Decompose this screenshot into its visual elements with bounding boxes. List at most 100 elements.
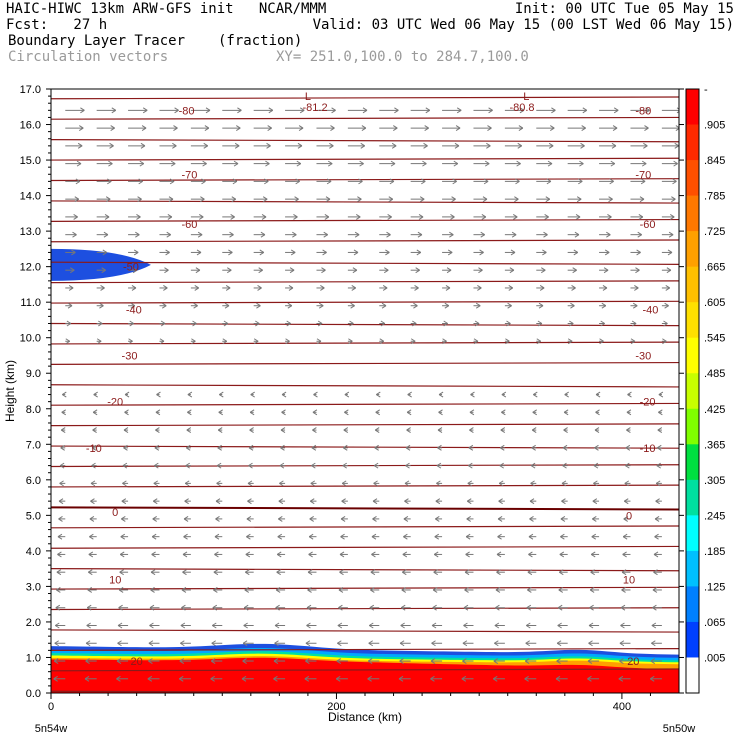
vector-head: [398, 675, 404, 682]
vector-head: [277, 533, 283, 540]
vector-head: [495, 604, 500, 611]
vector-head: [643, 142, 648, 149]
vector-head: [567, 338, 573, 345]
vector-head: [404, 498, 409, 505]
vector-head: [379, 338, 385, 345]
vector-head: [435, 498, 441, 505]
vector-head: [148, 640, 154, 647]
vector-head: [481, 213, 487, 220]
vector-head: [589, 587, 595, 593]
vector-head: [317, 320, 323, 327]
colorbar-swatch: [686, 160, 699, 197]
vector-head: [641, 160, 647, 167]
vector-head: [557, 604, 563, 611]
vector-head: [100, 285, 105, 291]
vector-head: [121, 515, 126, 522]
vector-head: [253, 338, 259, 345]
y-tick-label: 10.0: [20, 333, 41, 345]
vector-head: [463, 604, 469, 611]
vector-head: [546, 178, 552, 185]
vector-head: [622, 533, 628, 540]
vector-head: [455, 125, 461, 132]
vector-head: [667, 249, 673, 256]
contour-line: [51, 200, 679, 204]
vector-head: [123, 427, 129, 434]
vector-head: [658, 409, 663, 416]
vector-head: [473, 338, 479, 345]
vector-head: [308, 533, 314, 540]
colorbar-swatch: [686, 444, 699, 481]
vector-head: [434, 533, 440, 540]
colorbar-label: .305: [704, 475, 725, 487]
y-tick-label: 9.0: [26, 368, 41, 380]
vector-head: [287, 302, 293, 309]
vector-head: [179, 658, 185, 664]
vector-head: [551, 107, 556, 114]
vector-head: [262, 196, 268, 203]
y-tick-label: 2.0: [26, 617, 41, 629]
vector-head: [288, 285, 294, 291]
contour-line: [51, 341, 679, 345]
vector-head: [248, 462, 253, 469]
vector-head: [514, 196, 519, 203]
vector-head: [574, 231, 580, 238]
vector-head: [463, 622, 468, 629]
vector-head: [58, 498, 64, 505]
vector-head: [53, 658, 59, 664]
x-axis-title: Distance (km): [328, 710, 402, 724]
vector-head: [462, 658, 467, 664]
vector-head: [451, 196, 456, 203]
colorbar-label: .065: [704, 617, 725, 629]
vector-head: [437, 444, 442, 451]
vector-head: [117, 640, 122, 647]
vector-head: [181, 587, 187, 593]
vector-head: [214, 551, 219, 558]
contour-labels: -81.2 -80.8 -80 -80 -70 -70 -60 -60 -50 -40 -40 -30…: [86, 91, 659, 668]
vector-head: [390, 160, 396, 167]
contour-label: -40: [643, 304, 659, 316]
vector-head: [645, 107, 650, 114]
low-marker: L: [523, 91, 529, 103]
vector-head: [161, 302, 167, 309]
vector-head: [638, 213, 644, 220]
vector-head: [496, 551, 502, 558]
vector-head: [480, 231, 485, 238]
vector-head: [91, 462, 96, 469]
vector-head: [154, 444, 160, 451]
vector-head: [559, 551, 565, 558]
vector-head: [550, 125, 555, 132]
vector-head: [589, 604, 594, 611]
vector-head: [247, 498, 252, 505]
vector-head: [339, 569, 344, 576]
vector-head: [191, 338, 196, 345]
vector-head: [55, 604, 61, 611]
contour-line: [51, 280, 679, 284]
y-tick-label: 0.0: [26, 688, 41, 700]
vector-head: [384, 267, 389, 274]
vector-head: [644, 125, 649, 132]
vector-head: [362, 107, 368, 114]
vector-head: [421, 178, 426, 185]
vector-head: [385, 249, 390, 256]
vector-head: [560, 515, 566, 522]
vector-head: [436, 480, 441, 487]
vector-head: [437, 427, 443, 434]
vector-head: [325, 196, 331, 203]
vector-head: [60, 427, 66, 434]
vector-head: [155, 427, 160, 434]
vector-head: [357, 196, 362, 203]
contour-label: -30: [122, 350, 138, 362]
vector-head: [109, 142, 114, 149]
vector-head: [569, 320, 574, 327]
vector-head: [232, 178, 238, 185]
vector-head: [321, 267, 326, 274]
plot-area: [51, 89, 679, 693]
vector-head: [108, 160, 113, 167]
contour-line: [51, 647, 679, 651]
contour-label: -30: [635, 350, 651, 362]
vector-head: [122, 480, 127, 487]
contour-line: [51, 261, 679, 265]
vector-head: [185, 462, 190, 469]
vector-head: [307, 587, 312, 593]
